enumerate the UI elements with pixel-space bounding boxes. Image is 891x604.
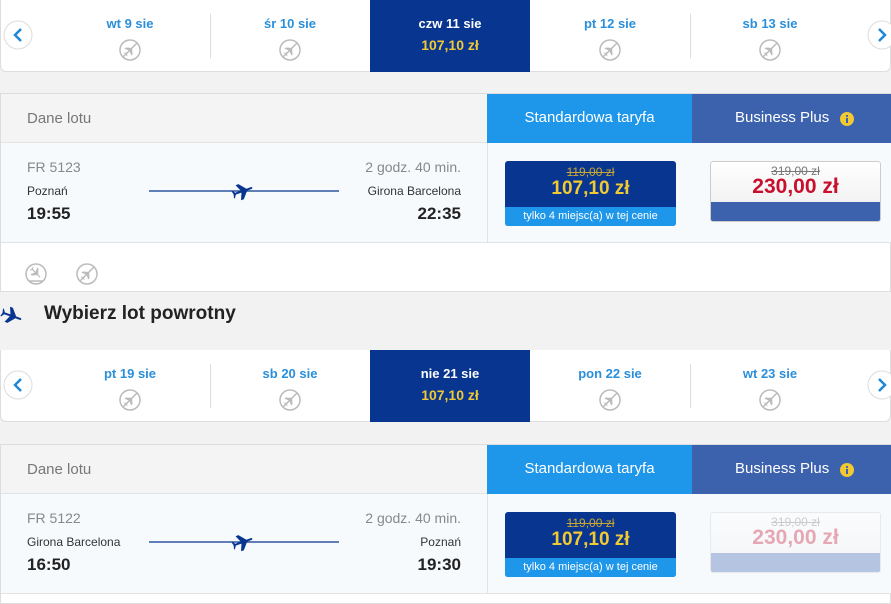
origin: Poznań — [27, 184, 68, 198]
details-header — [1, 445, 487, 494]
date-price: 107,10 zł — [421, 387, 479, 403]
details-label: Dane lotu — [27, 461, 92, 478]
date-label: sb 20 sie — [262, 366, 318, 381]
divider — [690, 364, 691, 408]
business-fare[interactable]: 319,00 zł 230,00 zł — [710, 512, 881, 573]
date-label: sb 13 sie — [742, 16, 798, 31]
info-icon[interactable] — [840, 112, 854, 126]
return-plane-icon — [0, 306, 22, 323]
landing-icon — [25, 263, 47, 285]
arrival-time: 22:35 — [417, 204, 461, 223]
price: 230,00 zł — [752, 175, 839, 198]
column-divider — [487, 494, 488, 594]
duration: 2 godz. 40 min. — [365, 510, 461, 526]
date-label: wt 23 sie — [742, 366, 798, 381]
next-arrow[interactable] — [867, 20, 891, 50]
date-cell[interactable]: sb 13 sie — [690, 0, 850, 72]
route-line — [149, 535, 339, 552]
date-price: 107,10 zł — [421, 37, 479, 53]
standard-label: Standardowa taryfa — [524, 460, 655, 477]
flight-panel: Dane lotu Standardowa taryfa Business Plus… — [0, 444, 891, 604]
flight-panel: Dane lotu Standardowa taryfa Business Plus… — [0, 93, 891, 292]
no-flight-icon — [76, 263, 98, 285]
date-cell[interactable]: pon 22 sie — [530, 350, 690, 422]
flight-number: FR 5123 — [27, 159, 81, 175]
arrival-time: 19:30 — [417, 555, 461, 574]
info-icon[interactable] — [840, 463, 854, 477]
business-label: Business Plus — [735, 109, 830, 126]
date-cell[interactable]: pt 19 sie — [50, 350, 210, 422]
old-price: 319,00 zł — [771, 515, 820, 529]
standard-header[interactable]: Standardowa taryfa — [487, 445, 692, 494]
next-arrow[interactable] — [867, 370, 891, 400]
date-label: czw 11 sie — [418, 16, 482, 31]
no-flight-icon — [119, 39, 141, 61]
prev-arrow[interactable] — [3, 370, 33, 400]
return-title: Wybierz lot powrotny — [44, 303, 236, 324]
column-divider — [487, 143, 488, 243]
standard-fare[interactable]: 119,00 zł 107,10 zł tylko 4 miejsc(a) w te… — [505, 512, 676, 577]
date-cell-selected[interactable]: czw 11 sie 107,10 zł — [370, 0, 530, 72]
flight-row: FR 5122 2 godz. 40 min. Girona Barcelona Po… — [1, 494, 891, 594]
no-flight-icon — [599, 389, 621, 411]
date-cell[interactable]: sb 20 sie — [210, 350, 370, 422]
date-strip: wt 9 sie śr 10 sie czw 11 sie 107,10 zł pt 1… — [0, 0, 891, 72]
date-label: pt 19 sie — [103, 366, 157, 381]
date-label: pt 12 sie — [583, 16, 637, 31]
date-label: śr 10 sie — [263, 16, 317, 31]
availability-note: tylko 4 miejsc(a) w tej cenie — [523, 561, 658, 573]
prev-arrow[interactable] — [3, 20, 33, 50]
no-flight-icon — [279, 39, 301, 61]
duration: 2 godz. 40 min. — [365, 159, 461, 175]
old-price: 319,00 zł — [771, 164, 820, 178]
no-flight-icon — [279, 389, 301, 411]
business-header[interactable]: Business Plus — [692, 445, 891, 494]
no-flight-icon — [759, 389, 781, 411]
no-flight-icon — [119, 389, 141, 411]
date-strip: pt 19 sie sb 20 sie nie 21 sie 107,10 zł pon… — [0, 350, 891, 422]
flight-row: FR 5123 2 godz. 40 min. Poznań Girona Barce… — [1, 143, 891, 243]
origin: Girona Barcelona — [27, 535, 121, 549]
old-price: 119,00 zł — [566, 165, 615, 179]
date-cell[interactable]: pt 12 sie — [530, 0, 690, 72]
destination: Poznań — [420, 535, 461, 549]
divider — [210, 364, 211, 408]
destination: Girona Barcelona — [367, 184, 461, 198]
price: 107,10 zł — [551, 529, 630, 550]
details-header — [1, 94, 487, 143]
date-label: wt 9 sie — [106, 16, 154, 31]
availability-note: tylko 4 miejsc(a) w tej cenie — [523, 210, 658, 222]
no-flight-icon — [759, 39, 781, 61]
flight-number: FR 5122 — [27, 510, 81, 526]
standard-fare[interactable]: 119,00 zł 107,10 zł tylko 4 miejsc(a) w te… — [505, 161, 676, 226]
departure-time: 19:55 — [27, 204, 71, 223]
no-flight-icon — [599, 39, 621, 61]
business-header[interactable]: Business Plus — [692, 94, 891, 143]
date-cell[interactable]: wt 23 sie — [690, 350, 850, 422]
business-bar — [711, 553, 880, 572]
details-label: Dane lotu — [27, 110, 92, 127]
availability-bar: tylko 4 miejsc(a) w tej cenie — [505, 558, 676, 577]
price: 230,00 zł — [752, 526, 839, 549]
date-label: pon 22 sie — [578, 366, 642, 381]
old-price: 119,00 zł — [566, 516, 615, 530]
business-bar — [711, 202, 880, 221]
date-cell[interactable]: wt 9 sie — [50, 0, 210, 72]
price: 107,10 zł — [551, 178, 630, 199]
departure-time: 16:50 — [27, 555, 71, 574]
date-cell-selected[interactable]: nie 21 sie 107,10 zł — [370, 350, 530, 422]
divider — [210, 14, 211, 58]
business-label: Business Plus — [735, 460, 830, 477]
date-cell[interactable]: śr 10 sie — [210, 0, 370, 72]
date-label: nie 21 sie — [420, 366, 480, 381]
standard-label: Standardowa taryfa — [524, 109, 655, 126]
availability-bar: tylko 4 miejsc(a) w tej cenie — [505, 207, 676, 226]
route-line — [149, 184, 339, 201]
standard-header[interactable]: Standardowa taryfa — [487, 94, 692, 143]
business-fare[interactable]: 319,00 zł 230,00 zł — [710, 161, 881, 222]
divider — [690, 14, 691, 58]
